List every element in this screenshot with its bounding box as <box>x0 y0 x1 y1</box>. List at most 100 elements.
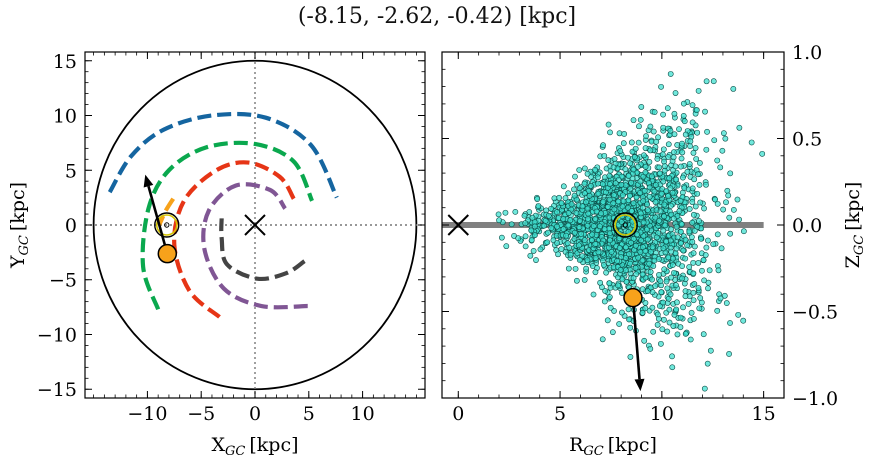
right-y-axis-label: ZGC[kpc] <box>842 182 867 269</box>
star-point <box>632 265 639 271</box>
star-point <box>528 237 535 244</box>
star-point <box>625 204 631 211</box>
star-point <box>632 145 639 152</box>
star-point <box>599 336 606 343</box>
star-point <box>576 167 583 173</box>
star-point <box>625 173 632 179</box>
star-point <box>714 200 721 207</box>
star-point <box>705 279 712 286</box>
y-tick-label: 0.0 <box>792 215 822 237</box>
star-point <box>601 298 608 305</box>
star-point <box>638 104 645 110</box>
star-point <box>690 270 697 277</box>
star-point <box>626 251 632 257</box>
star-point <box>705 285 711 292</box>
star-point <box>677 324 684 331</box>
star-point <box>651 109 658 115</box>
star-point <box>712 196 719 203</box>
star-point <box>710 78 717 85</box>
x-tick-label: −5 <box>187 403 215 425</box>
star-point <box>660 245 667 252</box>
sun-marker-outer <box>612 212 638 238</box>
star-point <box>581 180 588 187</box>
star-point <box>615 198 622 205</box>
star-point <box>498 234 505 241</box>
star-point <box>684 242 691 249</box>
star-point <box>637 210 644 217</box>
star-point <box>639 286 646 293</box>
star-point <box>660 124 667 131</box>
star-point <box>616 321 623 327</box>
star-point <box>671 149 677 156</box>
star-point <box>695 87 702 94</box>
star-point <box>634 231 640 238</box>
star-point <box>533 257 539 263</box>
star-point <box>642 305 649 312</box>
star-point <box>623 244 629 251</box>
x-tick-label: 10 <box>351 403 375 425</box>
star-point <box>677 198 684 204</box>
star-point <box>646 193 653 200</box>
star-point <box>565 210 572 216</box>
star-point <box>736 216 742 223</box>
object-marker <box>157 243 178 264</box>
spiral-arm <box>172 160 296 319</box>
star-point <box>690 297 697 304</box>
star-point <box>706 267 713 274</box>
star-point <box>689 102 696 109</box>
star-point <box>584 205 591 212</box>
star-point <box>696 218 702 224</box>
star-point <box>689 185 696 192</box>
star-point <box>610 164 617 171</box>
velocity-arrow <box>147 185 169 255</box>
star-point <box>720 130 727 137</box>
star-point <box>727 170 734 177</box>
star-point <box>627 324 634 331</box>
star-point <box>589 237 595 243</box>
star-point <box>696 305 703 312</box>
star-point <box>530 248 537 254</box>
star-point <box>659 326 666 333</box>
star-point <box>657 278 664 285</box>
star-point <box>571 192 578 199</box>
star-point <box>682 288 689 295</box>
star-point <box>714 157 721 164</box>
star-point <box>667 202 674 209</box>
x-tick-label: 0 <box>249 403 261 425</box>
star-point <box>495 211 502 218</box>
star-point <box>696 181 703 188</box>
star-point <box>673 223 680 230</box>
star-point <box>606 230 613 237</box>
star-point <box>620 140 627 147</box>
star-point <box>656 217 662 224</box>
star-point <box>568 201 575 208</box>
y-tick-label: −15 <box>37 379 77 401</box>
star-point <box>679 149 686 156</box>
star-point <box>689 239 696 245</box>
star-point <box>592 216 599 222</box>
star-point <box>606 172 613 179</box>
star-point <box>661 163 668 170</box>
star-point <box>702 108 708 115</box>
star-point <box>759 150 766 157</box>
star-point <box>636 123 642 130</box>
star-point <box>673 282 679 289</box>
star-point <box>682 236 689 243</box>
star-point <box>664 105 671 112</box>
y-tick-label: 10 <box>53 106 77 128</box>
star-point <box>595 249 602 256</box>
star-point <box>573 277 580 284</box>
star-point <box>667 127 674 134</box>
star-point <box>562 195 569 202</box>
y-tick-label: −10 <box>37 324 77 346</box>
star-point <box>658 83 664 90</box>
galactic-center-marker <box>447 214 469 236</box>
star-point <box>595 180 601 187</box>
star-point <box>657 208 664 215</box>
star-point <box>581 190 588 197</box>
star-point <box>584 170 591 177</box>
star-point <box>690 315 697 322</box>
star-point <box>642 145 649 152</box>
star-point <box>639 309 646 316</box>
star-point <box>689 219 696 226</box>
